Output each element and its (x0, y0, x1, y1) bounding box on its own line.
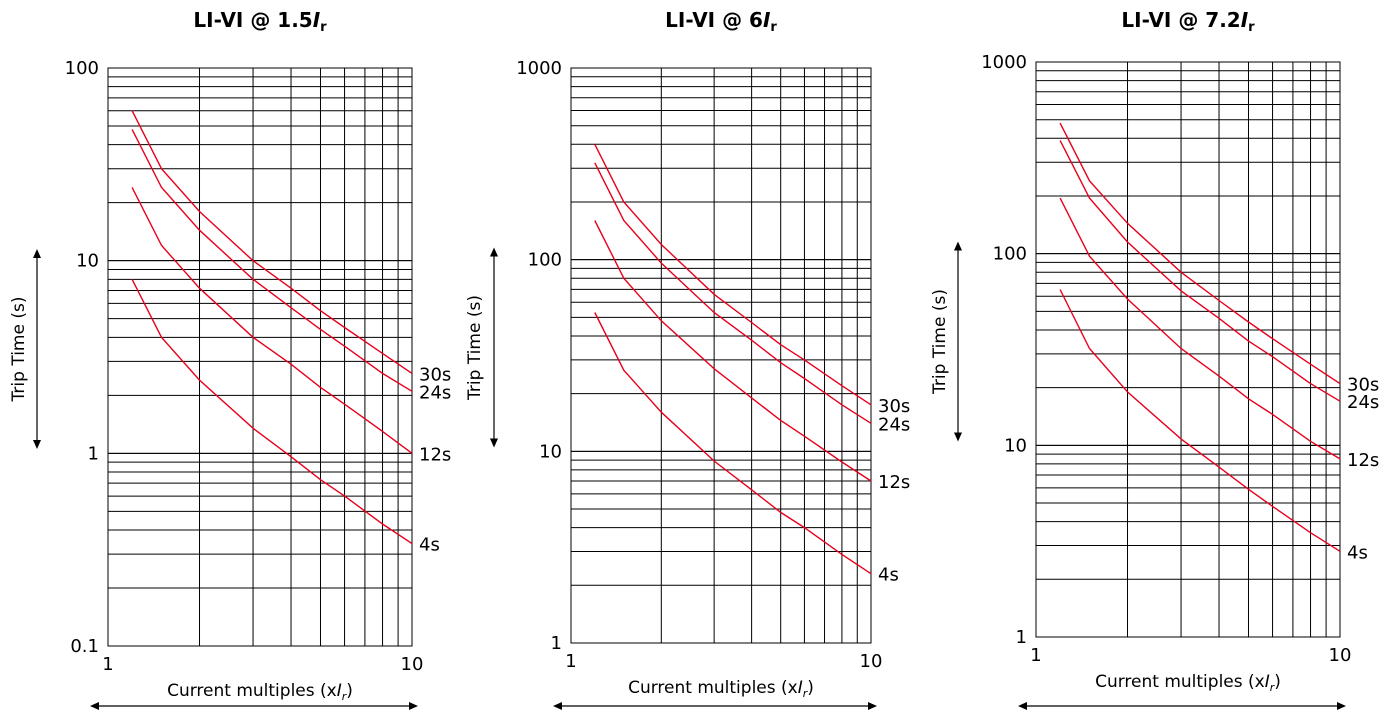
y-tick-label: 100 (65, 58, 99, 79)
y-axis-label: Trip Time (s) (9, 297, 29, 403)
curve-label-30s: 30s (878, 396, 910, 417)
x-axis-label: Current multiples (xIr) (628, 678, 814, 700)
chart-title-subscript: r (320, 20, 327, 35)
chart-title-subscript: r (770, 20, 777, 35)
curve-30s (594, 143, 872, 406)
chart-title: LI-VI @ 6Ir (665, 8, 777, 35)
chart-title-text: LI-VI @ 6 (665, 8, 763, 32)
curve-label-12s: 12s (1347, 450, 1379, 471)
y-tick-label: 0.1 (70, 636, 99, 657)
y-tick-label: 100 (528, 250, 562, 271)
curve-4s (131, 278, 413, 545)
y-axis-label: Trip Time (s) (930, 289, 950, 395)
x-tick-label: 10 (860, 651, 883, 672)
y-tick-label: 100 (993, 244, 1027, 265)
plot-frame (107, 67, 413, 647)
x-axis-arrow (90, 702, 418, 710)
chart-title-subscript: r (1248, 20, 1255, 35)
curve-30s (1059, 122, 1341, 385)
curve-24s (594, 162, 872, 424)
curve-24s (131, 129, 413, 392)
x-axis-arrow (553, 702, 877, 710)
y-tick-label: 10 (539, 441, 562, 462)
curve-label-24s: 24s (419, 382, 451, 403)
curve-label-4s: 4s (878, 565, 899, 586)
x-axis-label: Current multiples (xIr) (1095, 672, 1281, 694)
grid (107, 67, 412, 647)
chart-title-text: LI-VI @ 1.5 (193, 8, 312, 32)
curve-label-12s: 12s (878, 472, 910, 493)
curve-label-12s: 12s (419, 444, 451, 465)
curve-30s (131, 110, 413, 374)
curve-label-4s: 4s (1347, 542, 1368, 563)
chart-title: LI-VI @ 1.5Ir (193, 8, 327, 35)
chart-title-italic: I (313, 8, 321, 32)
chart-title-text: LI-VI @ 7.2 (1121, 8, 1240, 32)
curve-4s (1059, 289, 1341, 552)
y-axis-label: Trip Time (s) (465, 295, 485, 401)
chart-title-italic: I (1241, 8, 1249, 32)
curve-label-24s: 24s (1347, 392, 1379, 413)
x-axis-arrow (1018, 702, 1346, 710)
y-axis-arrow (490, 247, 498, 448)
y-tick-label: 10 (76, 251, 99, 272)
curve-12s (1059, 197, 1341, 460)
y-tick-label: 1000 (981, 52, 1027, 73)
y-axis-arrow (954, 241, 962, 442)
y-tick-label: 1000 (516, 58, 562, 79)
y-tick-label: 1 (88, 443, 99, 464)
y-tick-label: 10 (1004, 435, 1027, 456)
x-tick-label: 1 (565, 651, 576, 672)
curve-label-30s: 30s (419, 364, 451, 385)
curve-12s (594, 220, 872, 482)
y-tick-label: 1 (551, 633, 562, 654)
curve-12s (131, 187, 413, 454)
curve-label-4s: 4s (419, 535, 440, 556)
curve-24s (1059, 140, 1341, 402)
curve-label-24s: 24s (878, 414, 910, 435)
y-axis-arrow (33, 249, 41, 449)
grid (1035, 61, 1340, 638)
x-tick-label: 1 (1030, 645, 1041, 666)
x-tick-label: 1 (102, 654, 113, 675)
plot-frame (570, 67, 872, 644)
x-axis-label: Current multiples (xIr) (167, 681, 353, 703)
curve-4s (594, 312, 872, 575)
y-tick-label: 1 (1016, 627, 1027, 648)
plot-frame (1035, 61, 1341, 638)
x-tick-label: 10 (1329, 645, 1352, 666)
chart-title-italic: I (763, 8, 771, 32)
curve-label-30s: 30s (1347, 375, 1379, 396)
x-tick-label: 10 (401, 654, 424, 675)
chart-title: LI-VI @ 7.2Ir (1121, 8, 1255, 35)
